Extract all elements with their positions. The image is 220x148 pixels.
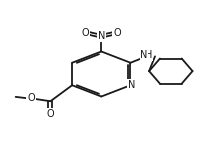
Text: O: O	[82, 28, 90, 38]
Text: O: O	[113, 28, 121, 38]
Text: N: N	[128, 80, 135, 90]
Text: O: O	[47, 109, 54, 119]
Text: H: H	[145, 50, 153, 61]
Text: N: N	[98, 31, 105, 41]
Text: O: O	[27, 93, 35, 103]
Text: N: N	[140, 50, 148, 61]
